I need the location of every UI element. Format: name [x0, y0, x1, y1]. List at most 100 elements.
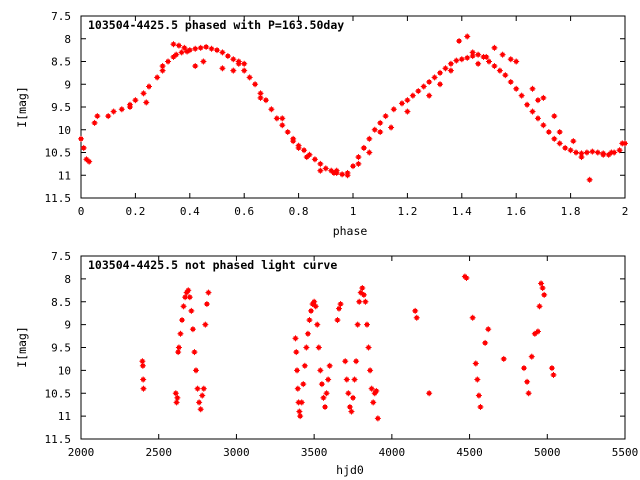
phased-data-point [600, 151, 607, 158]
unphased-data-point [354, 321, 361, 328]
phased-data-point [583, 149, 590, 156]
phased-data-point [301, 147, 308, 154]
phased-data-point [284, 129, 291, 136]
unphased-xtick-label: 5000 [534, 446, 561, 459]
unphased-data-point [303, 344, 310, 351]
phased-data-point [290, 138, 297, 145]
phased-data-point [208, 45, 215, 52]
phased-data-point [230, 67, 237, 74]
phased-data-point [437, 81, 444, 88]
phased-data-point [447, 60, 454, 67]
phased-data-point [230, 56, 237, 63]
phased-data-point [377, 119, 384, 126]
unphased-data-point [317, 367, 324, 374]
phased-data-point [246, 74, 253, 81]
phased-plot-title: 103504-4425.5 phased with P=163.50day [88, 18, 344, 32]
unphased-data-point [334, 317, 341, 324]
phased-data-point [241, 60, 248, 67]
unphased-data-point [531, 330, 538, 337]
phased-xtick-label: 0 [78, 205, 85, 218]
phased-data-point [456, 38, 463, 45]
unphased-data-point [202, 321, 209, 328]
phased-data-point [110, 108, 117, 115]
phased-data-point [431, 74, 438, 81]
unphased-data-point [311, 298, 318, 305]
phased-data-point [86, 158, 93, 165]
unphased-data-point [348, 408, 355, 415]
phased-data-point [219, 65, 226, 72]
phased-data-point [437, 69, 444, 76]
phased-ytick-label: 9.5 [51, 101, 71, 114]
phased-data-point [126, 104, 133, 110]
unphased-data-point [541, 291, 548, 298]
phased-data-point [540, 122, 547, 129]
unphased-data-point [205, 289, 212, 296]
phased-data-point [143, 99, 150, 106]
phased-data-point [366, 135, 373, 142]
unphased-data-point [346, 403, 353, 410]
phased-ytick-label: 9 [64, 78, 71, 91]
phased-data-point [371, 126, 378, 133]
phased-data-point [415, 88, 422, 95]
phased-data-point [279, 115, 286, 122]
unphased-plot-points [139, 273, 557, 422]
unphased-data-point [524, 378, 531, 385]
unphased-data-point [191, 349, 198, 356]
unphased-data-point [336, 305, 343, 312]
unphased-data-point [342, 358, 349, 365]
phased-data-point [159, 63, 166, 70]
phased-data-point [257, 94, 264, 101]
unphased-ytick-label: 7.5 [51, 250, 71, 263]
unphased-xtick-label: 5500 [612, 446, 639, 459]
unphased-data-point [548, 365, 555, 372]
unphased-plot-xlabel: hjd0 [336, 463, 364, 477]
phased-data-point [388, 124, 395, 131]
unphased-data-point [312, 303, 319, 310]
unphased-data-point [294, 367, 301, 374]
unphased-xtick-label: 4000 [379, 446, 406, 459]
phased-data-point [165, 58, 172, 65]
phased-ytick-label: 11.5 [45, 192, 72, 205]
phased-data-point [426, 92, 433, 99]
unphased-data-point [179, 317, 186, 324]
unphased-data-point [360, 291, 367, 298]
phased-xtick-label: 1.8 [561, 205, 581, 218]
phased-data-point [192, 45, 199, 52]
unphased-data-point [539, 285, 546, 292]
unphased-data-point [345, 390, 352, 397]
phased-xtick-label: 0.2 [125, 205, 145, 218]
phased-data-point [486, 58, 492, 65]
phased-data-point [219, 49, 226, 56]
unphased-data-point [337, 301, 344, 308]
unphased-data-point [301, 362, 308, 369]
unphased-data-point [175, 349, 182, 356]
unphased-data-point [374, 415, 381, 422]
phased-plot-ticks: 0 0.2 0.4 0.6 0.8 1 1.2 1.4 1.6 1.8 2 7.5 8 8.5 9 9.5 10… [45, 10, 629, 218]
phased-data-point [570, 138, 577, 145]
phased-data-point [586, 176, 593, 183]
phased-data-point [589, 148, 596, 155]
unphased-data-point [325, 376, 332, 383]
phased-data-point [94, 113, 101, 120]
phased-data-point [203, 43, 210, 50]
unphased-data-point [296, 408, 303, 415]
unphased-data-point [300, 381, 307, 388]
unphased-data-point [306, 317, 313, 324]
phased-data-point [170, 41, 177, 48]
phased-data-point [235, 58, 242, 65]
phased-xtick-label: 1.4 [452, 205, 472, 218]
unphased-data-point [318, 381, 325, 388]
unphased-data-point [368, 385, 375, 392]
unphased-data-point [196, 399, 203, 406]
phased-data-point [507, 56, 514, 63]
unphased-data-point [367, 367, 374, 374]
phased-data-point [382, 113, 389, 120]
unphased-data-point [323, 390, 330, 397]
unphased-ytick-label: 9 [64, 319, 71, 332]
phased-data-point [524, 101, 531, 108]
phased-data-point [507, 78, 514, 85]
unphased-data-point [351, 376, 358, 383]
phased-data-point [464, 33, 471, 40]
unphased-data-point [177, 330, 184, 337]
phased-data-point [268, 106, 275, 113]
